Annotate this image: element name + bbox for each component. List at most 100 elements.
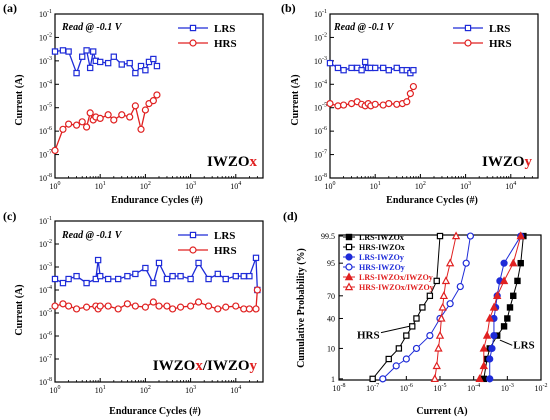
data-point-b-hrs-0	[326, 99, 334, 108]
data-point-a-lrs-7	[89, 48, 97, 55]
data-point-c-lrs-22	[222, 275, 229, 283]
data-point-d-4-4	[485, 313, 494, 322]
legend-marker-d-4	[344, 272, 354, 281]
data-point-c-lrs-3	[73, 272, 80, 280]
data-point-c-lrs-12	[142, 264, 149, 272]
data-point-c-hrs-12	[141, 303, 149, 311]
legend-label-b-lrs: LRS	[489, 23, 510, 35]
data-point-d-5-4	[437, 313, 446, 322]
y-tick-label-d-3: 70	[327, 292, 335, 301]
sample-name-a: IWZOx	[207, 154, 258, 170]
series-line-c-lrs	[54, 257, 259, 291]
data-point-d-0-4	[500, 323, 508, 330]
data-point-d-1-4	[409, 323, 416, 330]
data-point-c-lrs-20	[205, 275, 212, 283]
y-tick-label-d-2: 40	[327, 314, 335, 323]
data-point-c-lrs-26	[252, 254, 260, 262]
data-point-d-3-0	[379, 375, 387, 383]
data-point-a-lrs-6	[86, 64, 94, 72]
x-tick-label-b-0: 100	[325, 181, 336, 191]
data-point-c-hrs-7	[96, 302, 104, 310]
x-tick-label-b-3: 103	[460, 181, 471, 191]
sample-name-c: IWZOx/IWZOy	[153, 358, 258, 374]
data-point-c-lrs-23	[232, 272, 239, 280]
data-point-d-2-3	[490, 332, 498, 340]
plot-area-c: 100 101 102 103 104 10-8 10-7 10-6 10-5 10-4 10-3 1…	[39, 216, 264, 395]
data-point-b-lrs-1	[334, 64, 342, 72]
data-point-a-lrs-1	[59, 47, 67, 54]
data-point-c-hrs-0	[51, 302, 59, 310]
sample-name-text-b: IWZOy	[482, 154, 533, 170]
y-tick-label-a-8: 10-8	[39, 173, 52, 183]
plot-area-b: 100 101 102 103 104 10-8 10-7 10-6 10-5 10-4 10-3 1…	[314, 9, 539, 191]
data-point-a-lrs-13	[126, 59, 133, 67]
data-point-a-hrs-14	[131, 102, 139, 110]
y-tick-label-b-8: 10-8	[314, 173, 327, 183]
data-point-c-lrs-21	[214, 270, 222, 278]
data-point-d-4-5	[489, 302, 499, 311]
data-point-a-hrs-3	[72, 121, 81, 129]
data-point-b-lrs-10	[379, 64, 387, 72]
data-point-d-4-6	[492, 291, 502, 300]
data-point-a-lrs-12	[118, 61, 125, 68]
data-point-d-0-5	[504, 315, 511, 322]
data-point-b-hrs-15	[406, 90, 414, 98]
y-tick-label-d-4: 95	[327, 259, 335, 268]
data-point-b-hrs-9	[371, 100, 379, 108]
y-axis-label-c: Current (A)	[14, 284, 25, 335]
legend-label-c-hrs: HRS	[214, 245, 237, 257]
y-tick-label-a-3: 10-3	[39, 56, 52, 66]
legend-label-d-2: LRS-IWZOy	[359, 253, 404, 262]
x-tick-label-b-1: 101	[370, 181, 381, 191]
y-axis-label-d: Cumulative Probability (%)	[296, 248, 307, 368]
data-point-d-1-7	[426, 292, 434, 300]
legend-marker-d-2	[345, 253, 353, 261]
data-point-d-5-9	[451, 231, 461, 240]
sample-name-text-a: IWZOx	[207, 154, 258, 170]
data-point-c-lrs-24	[240, 272, 247, 280]
y-tick-label-b-1: 10-1	[314, 9, 327, 19]
data-point-d-4-8	[509, 258, 518, 267]
legend-marker-c-lrs	[189, 231, 197, 239]
x-axis-label-a: Endurance Cycles (#)	[111, 195, 203, 206]
data-point-a-hrs-10	[104, 111, 112, 119]
annotation-lrs: LRS	[513, 339, 534, 351]
legend-marker-d-0	[345, 233, 353, 241]
data-point-c-hrs-13	[149, 298, 157, 306]
data-point-d-4-9	[516, 231, 525, 240]
data-point-c-hrs-27	[253, 286, 261, 294]
series-line-d-1	[372, 236, 441, 380]
data-point-c-hrs-9	[114, 305, 122, 313]
y-tick-label-a-5: 10-5	[39, 103, 52, 113]
data-point-b-lrs-11	[385, 66, 393, 74]
x-axis-label-b: Endurance Cycles (#)	[386, 195, 478, 206]
data-point-d-0-8	[514, 277, 521, 285]
data-point-d-1-9	[436, 232, 444, 240]
x-tick-label-a-1: 101	[95, 181, 106, 191]
data-point-d-5-7	[441, 276, 451, 285]
data-point-a-hrs-4	[78, 118, 86, 126]
series-line-d-3	[382, 235, 471, 380]
data-point-c-hrs-3	[72, 305, 81, 313]
data-point-a-hrs-13	[126, 113, 134, 121]
data-point-d-5-3	[435, 330, 445, 339]
data-point-a-hrs-19	[153, 91, 161, 99]
data-point-d-1-0	[369, 375, 376, 383]
data-point-c-hrs-21	[214, 305, 222, 313]
data-point-a-lrs-19	[153, 62, 161, 70]
y-axis-label-b: Current (A)	[290, 74, 301, 125]
y-tick-label-c-5: 10-5	[39, 308, 52, 318]
data-point-a-lrs-4	[79, 53, 86, 60]
annotation-arrow-lrs	[499, 339, 513, 346]
data-point-c-lrs-7	[96, 272, 104, 280]
data-point-c-lrs-2	[65, 275, 72, 283]
data-point-c-lrs-14	[155, 259, 163, 267]
legend-marker-a-hrs	[189, 39, 197, 47]
data-point-c-hrs-18	[186, 302, 195, 310]
data-point-c-hrs-22	[222, 303, 230, 311]
sample-name-text-c: IWZOx/IWZOy	[153, 358, 258, 374]
data-point-d-3-9	[466, 232, 475, 240]
data-point-d-5-6	[439, 291, 449, 300]
data-point-a-hrs-18	[149, 97, 157, 105]
